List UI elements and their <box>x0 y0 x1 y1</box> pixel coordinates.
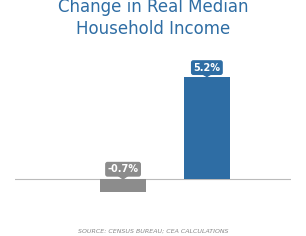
Polygon shape <box>117 174 130 179</box>
Bar <box>100 178 146 192</box>
Text: -0.7%: -0.7% <box>108 164 139 174</box>
Title: Change in Real Median
Household Income: Change in Real Median Household Income <box>58 0 248 38</box>
Polygon shape <box>200 73 214 76</box>
Text: SOURCE: CENSUS BUREAU; CEA CALCULATIONS: SOURCE: CENSUS BUREAU; CEA CALCULATIONS <box>78 229 228 234</box>
Bar <box>184 77 230 178</box>
Text: 5.2%: 5.2% <box>193 63 220 73</box>
